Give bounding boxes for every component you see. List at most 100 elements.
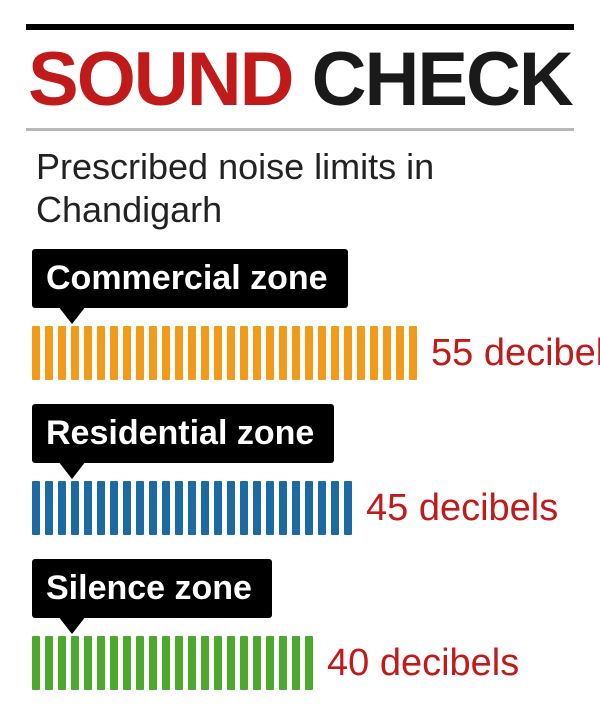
zone-value: 55 decibels	[431, 332, 600, 375]
bar-tick	[266, 326, 274, 380]
bar-tick	[201, 636, 209, 690]
bar-tick	[45, 326, 53, 380]
bar-tick	[58, 326, 66, 380]
bar-tick	[201, 481, 209, 535]
zone-bar-row: 55 decibels	[26, 326, 574, 380]
zone-label: Residential zone	[32, 404, 334, 463]
bar-tick	[110, 481, 118, 535]
zone-value: 40 decibels	[327, 642, 519, 685]
bar-tick	[97, 326, 105, 380]
zone-label: Commercial zone	[32, 249, 348, 308]
bar-tick	[227, 636, 235, 690]
bar-tick	[32, 481, 40, 535]
zone-block: Residential zone 45 decibels	[26, 404, 574, 535]
bar-tick	[188, 326, 196, 380]
bar-tick	[240, 326, 248, 380]
bar-tick	[201, 326, 209, 380]
bar-tick	[175, 481, 183, 535]
bar-tick	[149, 326, 157, 380]
bar-tick	[331, 481, 339, 535]
zones-container: Commercial zone 55 decibels Residential zo…	[26, 249, 574, 690]
bar-tick	[396, 326, 404, 380]
bar-tick	[318, 326, 326, 380]
bar-tick	[162, 326, 170, 380]
bar-tick	[45, 481, 53, 535]
bar-tick	[162, 636, 170, 690]
zone-value: 45 decibels	[366, 487, 558, 530]
bar-tick	[188, 481, 196, 535]
bar-tick	[227, 481, 235, 535]
bar-tick	[305, 326, 313, 380]
bar-tick	[123, 481, 131, 535]
bar-tick	[110, 326, 118, 380]
bar-tick	[84, 481, 92, 535]
zone-label: Silence zone	[32, 559, 272, 618]
bar-tick	[123, 636, 131, 690]
bar-tick	[58, 636, 66, 690]
bar-tick	[214, 326, 222, 380]
bar-tick	[240, 481, 248, 535]
bar-tick	[71, 636, 79, 690]
bar-tick	[32, 326, 40, 380]
subtitle-text: Prescribed noise limits in Chandigarh	[36, 145, 568, 231]
infographic-frame: SOUND CHECK Prescribed noise limits in C…	[0, 0, 600, 728]
zone-bar	[32, 636, 313, 690]
bar-tick	[136, 636, 144, 690]
zone-bar-row: 40 decibels	[26, 636, 574, 690]
bar-tick	[227, 326, 235, 380]
bar-tick	[383, 326, 391, 380]
bar-tick	[305, 481, 313, 535]
bar-tick	[45, 636, 53, 690]
bar-tick	[71, 326, 79, 380]
bar-tick	[292, 636, 300, 690]
bar-tick	[370, 326, 378, 380]
bar-tick	[149, 636, 157, 690]
top-rule	[26, 24, 574, 30]
bar-tick	[266, 481, 274, 535]
bar-tick	[149, 481, 157, 535]
bar-tick	[305, 636, 313, 690]
bar-tick	[214, 481, 222, 535]
bar-tick	[331, 326, 339, 380]
bar-tick	[136, 481, 144, 535]
title-word-1: SOUND	[28, 37, 292, 122]
bar-tick	[84, 326, 92, 380]
bar-tick	[71, 481, 79, 535]
bar-tick	[175, 636, 183, 690]
bar-tick	[175, 326, 183, 380]
bar-tick	[318, 481, 326, 535]
bar-tick	[84, 636, 92, 690]
bar-tick	[344, 481, 352, 535]
bar-tick	[266, 636, 274, 690]
bar-tick	[162, 481, 170, 535]
bar-tick	[279, 326, 287, 380]
bar-tick	[409, 326, 417, 380]
sub-rule	[26, 128, 574, 131]
zone-block: Commercial zone 55 decibels	[26, 249, 574, 380]
bar-tick	[97, 481, 105, 535]
bar-tick	[58, 481, 66, 535]
bar-tick	[279, 636, 287, 690]
bar-tick	[292, 481, 300, 535]
zone-bar	[32, 481, 352, 535]
bar-tick	[253, 636, 261, 690]
bar-tick	[136, 326, 144, 380]
bar-tick	[32, 636, 40, 690]
bar-tick	[253, 326, 261, 380]
bar-tick	[188, 636, 196, 690]
bar-tick	[110, 636, 118, 690]
main-title: SOUND CHECK	[28, 42, 574, 118]
bar-tick	[123, 326, 131, 380]
zone-bar	[32, 326, 417, 380]
bar-tick	[357, 326, 365, 380]
bar-tick	[279, 481, 287, 535]
bar-tick	[292, 326, 300, 380]
zone-bar-row: 45 decibels	[26, 481, 574, 535]
bar-tick	[240, 636, 248, 690]
bar-tick	[344, 326, 352, 380]
bar-tick	[253, 481, 261, 535]
bar-tick	[97, 636, 105, 690]
zone-block: Silence zone 40 decibels	[26, 559, 574, 690]
bar-tick	[214, 636, 222, 690]
title-word-2: CHECK	[292, 37, 571, 122]
